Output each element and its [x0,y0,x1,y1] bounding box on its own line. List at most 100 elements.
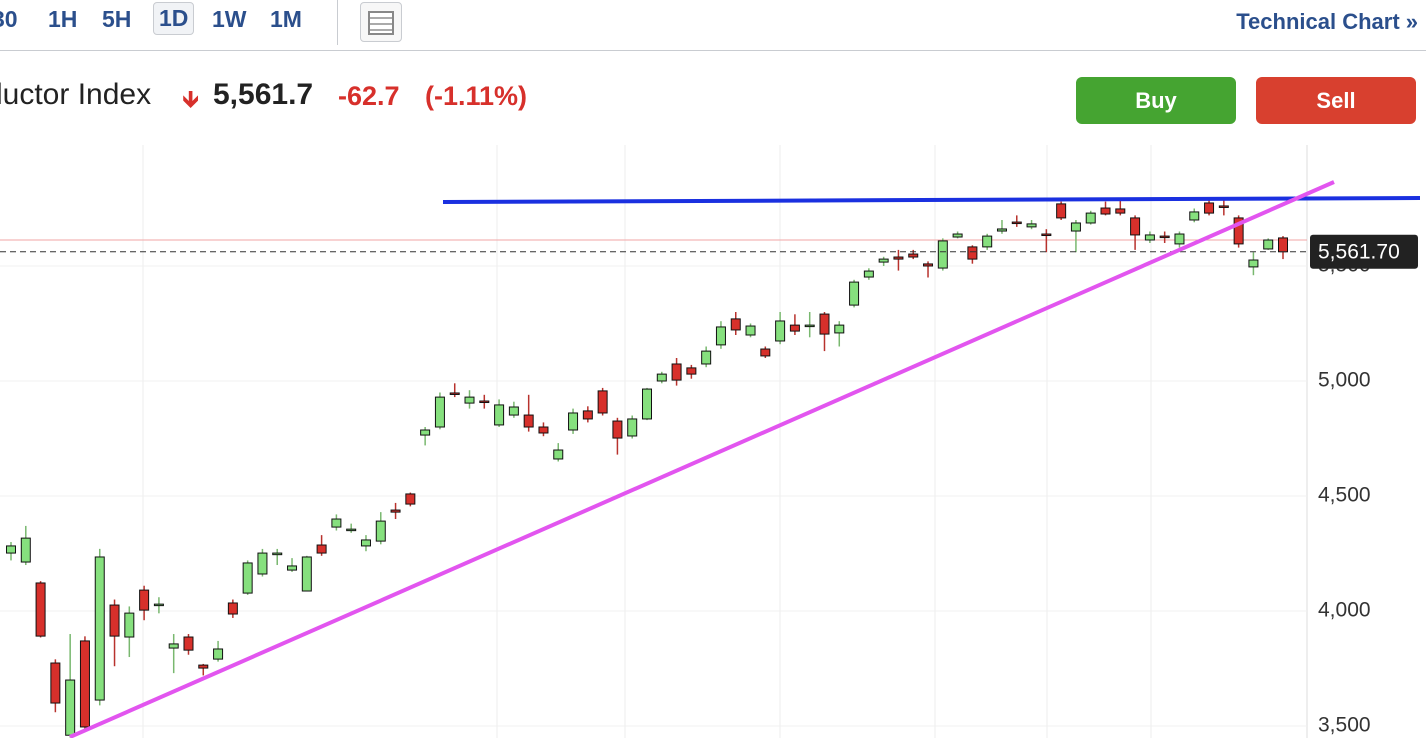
buy-button[interactable]: Buy [1076,77,1236,124]
candle-body [1204,202,1215,214]
candle-body [360,539,371,547]
candle-body [1189,211,1200,221]
candle-body [745,325,756,336]
technical-chart-link[interactable]: Technical Chart » [1236,9,1418,34]
candle-body [1115,208,1126,214]
candle-body [1144,234,1155,241]
candle-body [878,258,889,263]
last-price-box [1310,234,1418,269]
candle-body [775,320,786,342]
candle-body [582,410,593,420]
candle-body [405,493,416,505]
candle-body [893,256,904,260]
candle-body [375,520,386,542]
candle-body [168,643,179,649]
candle-body [257,552,268,575]
candle-body [420,429,431,436]
candle-body [153,603,164,607]
candle-body [923,263,934,267]
candle-body [568,412,579,431]
layout-icon[interactable] [360,2,402,42]
candle-body [1041,233,1052,237]
candle-body [346,528,357,532]
candle-body [908,253,919,258]
y-tick-label: 3,500 [1318,714,1371,737]
candle-body [79,640,90,728]
candle-body [671,363,682,381]
interval[interactable]: 1H [48,6,78,32]
interval[interactable]: 1W [212,6,247,32]
candle-body [35,582,46,637]
candle-body [937,240,948,269]
candle-body [464,396,475,404]
candle-body [449,392,460,395]
candle-body [494,404,505,426]
candle-body [789,324,800,332]
candle-body [50,662,61,704]
instrument-name: luctor Index [0,78,152,111]
candle-body [642,388,652,420]
candle-body [730,318,741,331]
candle-body [1248,259,1259,268]
candle-body [715,326,726,346]
candle-body [20,537,31,563]
candle-body [198,664,209,669]
candle-body [1278,237,1288,253]
interval[interactable]: 5H [102,6,132,32]
candle-body [804,324,815,328]
candle-body [760,348,771,357]
separator [337,0,338,45]
candle-body [553,449,564,460]
candle-body [139,589,150,611]
candle-body [627,418,638,437]
candle-body [479,400,490,404]
candle-body [1070,222,1081,232]
y-tick-label: 4,000 [1318,599,1371,622]
time-grid [142,145,1152,738]
down-arrow: 🡻 [182,86,200,113]
candle-body [6,545,16,554]
candle-body [1174,233,1185,245]
interval-selected[interactable]: 1D [153,2,195,35]
candle-body [331,518,342,528]
candle-body [1159,235,1170,239]
candle-body [94,556,105,701]
candle-body [183,636,194,651]
candle-body [1263,239,1274,250]
candle-body [849,281,860,306]
candle-body [656,373,667,382]
trend-line [69,180,1335,738]
candle-body [390,509,401,513]
candle-body [213,648,224,660]
candle-body [434,396,445,428]
candle-body [272,552,283,556]
change-pct: (-1.11%) [425,81,528,111]
candle-body [1218,205,1229,208]
candle-body [996,228,1007,232]
candle-body [1233,217,1244,245]
sell-button[interactable]: Sell [1256,77,1416,124]
candle-body [686,367,697,375]
candle-body [538,426,549,434]
price: 5,561.7 [213,78,314,111]
candle-body [227,602,238,615]
candle-body [967,246,978,260]
candle-body [1130,217,1141,236]
interval[interactable]: 1M [270,6,302,32]
candle-body [242,562,253,594]
candle-body [597,390,608,414]
candle-body [863,270,874,278]
interval[interactable]: 30 [0,6,18,32]
candle-body [982,235,993,248]
candle-body [1100,207,1111,215]
candle-body [301,556,312,592]
candle-body [508,406,519,416]
candle-body [701,350,712,365]
last-price-label: 5,561.70 [1318,240,1400,263]
candle-body [1085,212,1096,224]
candle-body [287,565,298,571]
y-tick-label: 4,500 [1318,484,1371,507]
candle-body [952,233,963,238]
